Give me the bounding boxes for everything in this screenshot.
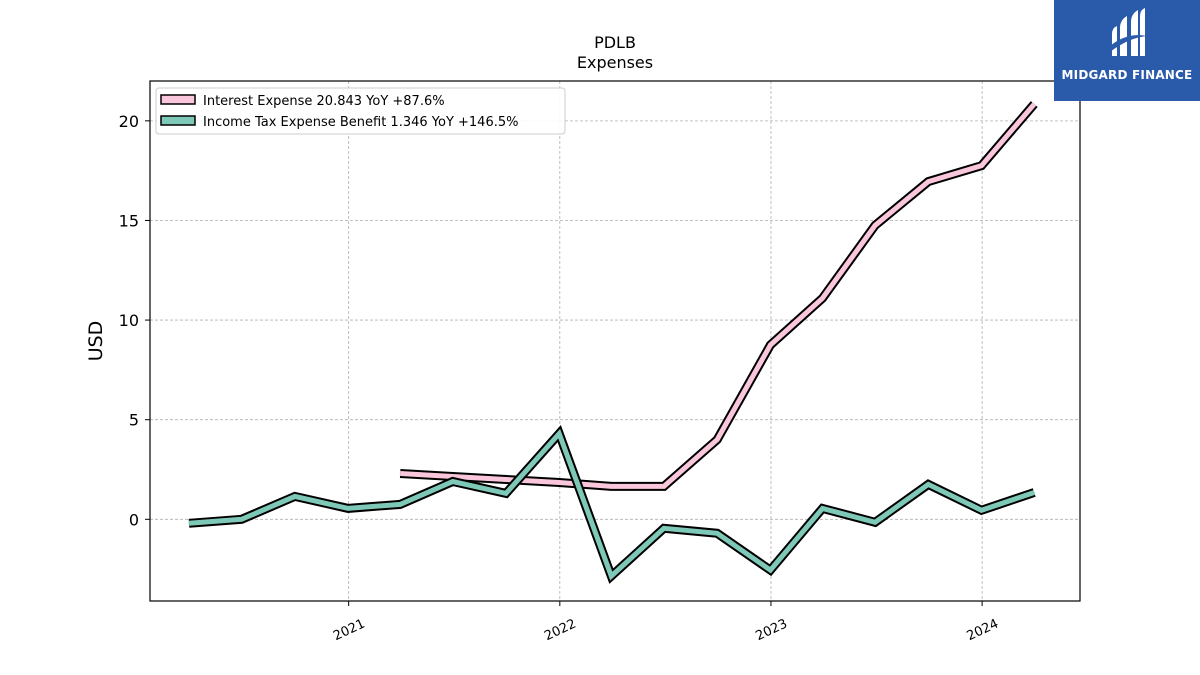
data-point-interest-expense	[399, 472, 401, 475]
x-axis-ticks: 2021 2022 2023 2024	[331, 601, 1001, 644]
y-axis-ticks: 0 5 10 15 20	[119, 112, 150, 529]
data-point-income-tax-expense-benefit	[558, 433, 560, 435]
data-point-income-tax-expense-benefit	[821, 507, 824, 509]
data-point-income-tax-expense-benefit	[874, 521, 876, 523]
y-tick-label: 15	[119, 211, 139, 230]
data-point-income-tax-expense-benefit	[188, 522, 190, 524]
data-point-income-tax-expense-benefit	[452, 480, 454, 483]
data-point-interest-expense	[1033, 103, 1035, 105]
legend-swatch-interest-expense	[160, 94, 196, 105]
data-point-interest-expense	[610, 485, 612, 488]
chart-subtitle: Expenses	[577, 53, 653, 72]
data-point-interest-expense	[874, 224, 876, 227]
series-line-outline-interest-expense	[399, 101, 1038, 491]
legend-label-income-tax-expense-benefit: Income Tax Expense Benefit 1.346 YoY +14…	[203, 115, 518, 130]
chart-title: PDLB	[594, 33, 636, 52]
data-point-interest-expense	[927, 181, 929, 183]
brand-logo: MIDGARD FINANCE	[1054, 0, 1200, 101]
x-tick-label: 2022	[542, 617, 578, 645]
series-lines	[188, 101, 1038, 584]
series-line-outline-income-tax-expense-benefit	[188, 424, 1036, 584]
data-point-income-tax-expense-benefit	[610, 575, 612, 577]
data-point-income-tax-expense-benefit	[927, 483, 929, 486]
data-point-income-tax-expense-benefit	[1033, 491, 1035, 494]
y-tick-label: 10	[119, 311, 139, 330]
legend: Interest Expense 20.843 YoY +87.6% Incom…	[155, 87, 566, 135]
data-point-interest-expense	[980, 165, 983, 167]
data-point-interest-expense	[558, 481, 560, 484]
brand-name: MIDGARD FINANCE	[1061, 68, 1193, 82]
data-point-income-tax-expense-benefit	[769, 569, 771, 571]
y-tick-label: 5	[129, 411, 139, 430]
grid-lines	[150, 81, 1080, 601]
data-point-income-tax-expense-benefit	[716, 532, 718, 534]
data-point-income-tax-expense-benefit	[663, 527, 665, 529]
y-tick-label: 0	[129, 510, 139, 529]
data-point-income-tax-expense-benefit	[241, 518, 243, 520]
data-point-interest-expense	[663, 485, 665, 488]
data-point-interest-expense	[769, 344, 771, 346]
data-point-interest-expense	[821, 297, 824, 299]
midgard-logo-icon	[1110, 8, 1147, 56]
x-tick-label: 2024	[965, 617, 1001, 645]
data-point-income-tax-expense-benefit	[399, 503, 401, 505]
y-tick-label: 20	[119, 112, 139, 131]
x-tick-label: 2023	[753, 617, 789, 645]
series-line-interest-expense	[400, 102, 1037, 489]
data-point-interest-expense	[505, 478, 507, 481]
data-point-interest-expense	[716, 439, 718, 441]
legend-label-interest-expense: Interest Expense 20.843 YoY +87.6%	[203, 94, 445, 109]
plot-area	[149, 80, 1081, 602]
x-tick-label: 2021	[331, 617, 367, 645]
data-point-income-tax-expense-benefit	[294, 495, 296, 498]
data-point-income-tax-expense-benefit	[347, 507, 349, 509]
legend-swatch-income-tax-expense-benefit	[160, 115, 196, 126]
data-point-income-tax-expense-benefit	[980, 509, 983, 511]
data-point-income-tax-expense-benefit	[505, 492, 507, 495]
data-point-interest-expense	[452, 475, 454, 478]
y-axis-label: USD	[85, 321, 107, 362]
